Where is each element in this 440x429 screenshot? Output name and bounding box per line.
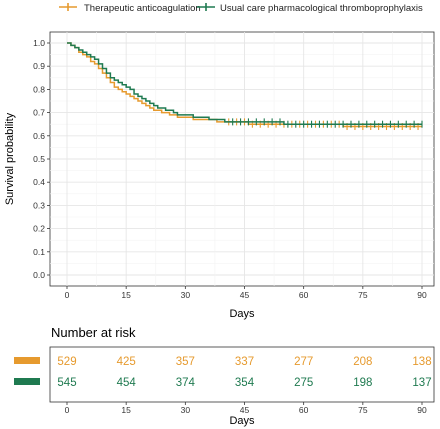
risk-table-panel — [49, 346, 435, 403]
risk-table: Number at risk 529 425 357 337 277 208 138 545 4… — [14, 325, 435, 427]
survival-curves — [67, 42, 423, 131]
risk-count-row-1: 425 — [117, 356, 136, 368]
legend-item-1: Therapeutic anticoagulation — [59, 3, 201, 14]
y-axis-ticks: 0.0 0.1 0.2 0.3 0.4 0.5 0.6 0.7 0.8 0.9 1.0 — [33, 38, 50, 280]
x-axis-title: Days — [229, 308, 255, 320]
x-tick-label: 90 — [417, 290, 427, 300]
y-tick-label: 0.4 — [33, 177, 45, 187]
risk-count-row-2: 275 — [294, 377, 313, 389]
risk-count-row-2: 454 — [117, 377, 137, 389]
risk-row-1-key — [14, 357, 40, 364]
y-tick-label: 0.1 — [33, 247, 45, 257]
risk-x-tick-label: 45 — [240, 405, 250, 415]
risk-x-tick-label: 30 — [181, 405, 191, 415]
risk-count-row-1: 138 — [412, 356, 431, 368]
x-tick-label: 60 — [299, 290, 309, 300]
risk-x-tick-label: 60 — [299, 405, 309, 415]
y-tick-label: 1.0 — [33, 38, 45, 48]
x-axis-ticks: 0 15 30 45 60 75 90 — [65, 286, 427, 300]
risk-x-tick-label: 0 — [65, 405, 70, 415]
x-tick-label: 0 — [65, 290, 70, 300]
x-tick-label: 30 — [181, 290, 191, 300]
risk-table-x-axis-title: Days — [229, 415, 255, 427]
risk-count-row-1: 529 — [57, 356, 76, 368]
y-tick-label: 0.8 — [33, 84, 45, 94]
risk-count-row-2: 198 — [353, 377, 372, 389]
risk-table-cells: 529 425 357 337 277 208 138 545 454 374 354 275 198 1… — [57, 356, 431, 389]
risk-count-row-2: 545 — [57, 377, 76, 389]
survival-curve-2 — [67, 42, 422, 125]
risk-count-row-1: 277 — [294, 356, 313, 368]
risk-table-title: Number at risk — [51, 325, 136, 340]
y-tick-label: 0.6 — [33, 131, 45, 141]
legend-label-1: Therapeutic anticoagulation — [84, 3, 201, 14]
risk-x-tick-label: 75 — [358, 405, 368, 415]
legend: Therapeutic anticoagulation Usual care p… — [59, 3, 423, 14]
x-tick-label: 75 — [358, 290, 368, 300]
grid — [50, 32, 434, 286]
y-tick-label: 0.7 — [33, 108, 45, 118]
risk-count-row-2: 137 — [412, 377, 431, 389]
legend-item-2: Usual care pharmacological thromboprophy… — [197, 3, 423, 14]
y-tick-label: 0.2 — [33, 224, 45, 234]
legend-label-2: Usual care pharmacological thromboprophy… — [220, 3, 423, 14]
y-axis-title: Survival probability — [4, 112, 16, 205]
risk-count-row-1: 208 — [353, 356, 372, 368]
y-tick-label: 0.9 — [33, 61, 45, 71]
risk-count-row-1: 357 — [176, 356, 195, 368]
survival-plot: 0.0 0.1 0.2 0.3 0.4 0.5 0.6 0.7 0.8 0.9 1.0 0 15 30 4… — [4, 31, 435, 320]
risk-row-2-key — [14, 378, 40, 385]
y-tick-label: 0.5 — [33, 154, 45, 164]
risk-count-row-1: 337 — [235, 356, 254, 368]
x-tick-label: 15 — [121, 290, 131, 300]
risk-table-x-ticks: 0 15 30 45 60 75 90 — [65, 402, 427, 415]
x-tick-label: 45 — [240, 290, 250, 300]
risk-count-row-2: 354 — [235, 377, 255, 389]
y-tick-label: 0.3 — [33, 200, 45, 210]
risk-x-tick-label: 15 — [121, 405, 131, 415]
y-tick-label: 0.0 — [33, 270, 45, 280]
risk-count-row-2: 374 — [176, 377, 196, 389]
risk-x-tick-label: 90 — [417, 405, 427, 415]
